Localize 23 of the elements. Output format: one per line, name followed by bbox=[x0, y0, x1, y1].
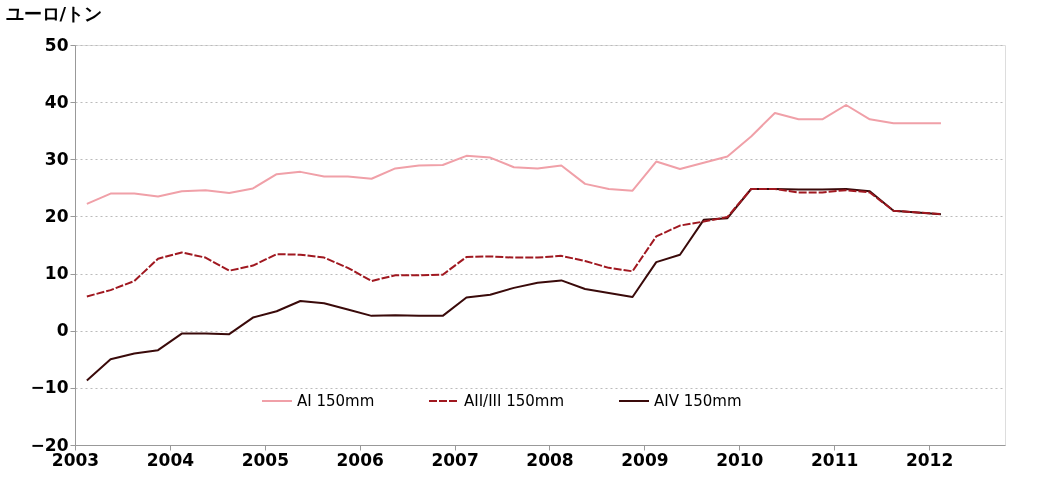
y-tick-label: 10 bbox=[44, 263, 69, 284]
y-tick-label: 50 bbox=[44, 34, 69, 55]
x-tick-label: 2008 bbox=[526, 449, 574, 470]
y-tick-label: 0 bbox=[56, 320, 69, 341]
legend-label: AII/III 150mm bbox=[464, 392, 565, 410]
x-tick-label: 2005 bbox=[241, 449, 289, 470]
x-tick-label: 2006 bbox=[336, 449, 384, 470]
x-tick-label: 2011 bbox=[811, 449, 859, 470]
legend-label: AI 150mm bbox=[297, 392, 375, 410]
line-series bbox=[85, 188, 942, 298]
line-series bbox=[85, 104, 942, 205]
x-tick-label: 2007 bbox=[431, 449, 479, 470]
y-tick-label: −10 bbox=[30, 377, 69, 398]
line-series bbox=[85, 188, 942, 382]
y-tick-label: 30 bbox=[44, 148, 69, 169]
x-tick-label: 2010 bbox=[716, 449, 764, 470]
x-tick-label: 2004 bbox=[146, 449, 195, 470]
legend-label: AIV 150mm bbox=[654, 392, 742, 410]
y-tick-label: 20 bbox=[44, 205, 69, 226]
x-tick-label: 2009 bbox=[621, 449, 669, 470]
x-tick-label: 2012 bbox=[905, 449, 954, 470]
y-tick-label: 40 bbox=[44, 91, 69, 112]
y-axis-title: ユーロ/トン bbox=[5, 2, 103, 24]
